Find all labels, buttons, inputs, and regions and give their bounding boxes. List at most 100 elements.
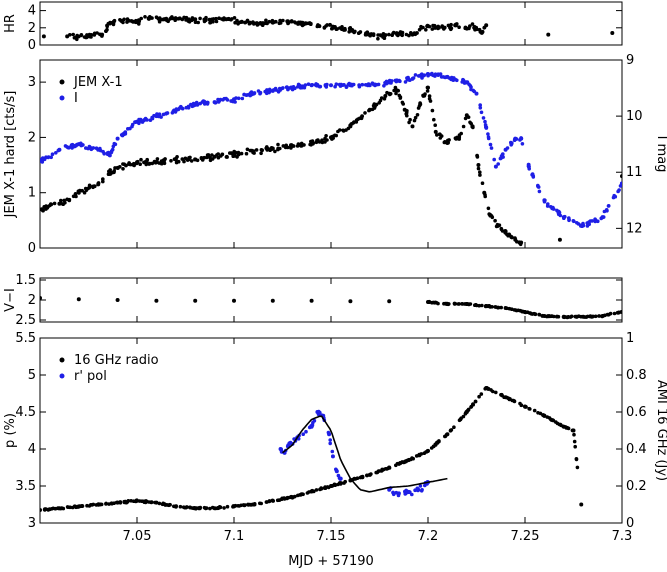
data-point [319,487,324,491]
data-point [82,35,87,39]
data-point [92,31,97,36]
data-point [468,84,473,88]
y-tick-label: 2 [28,130,36,145]
data-point [208,506,212,511]
data-point [115,298,120,302]
data-point [457,418,462,423]
data-point [426,73,430,78]
data-point [488,305,493,309]
data-point [533,312,538,316]
data-point [79,33,84,37]
data-point [606,204,611,208]
data-point [276,147,280,152]
data-point [275,498,280,503]
data-point [424,28,428,32]
data-point [505,306,509,311]
y2-tick-label: 1 [626,331,634,346]
data-point [245,18,250,23]
data-point [199,156,204,161]
data-point [536,183,540,188]
data-point [118,501,123,505]
data-point [41,34,46,39]
data-point [118,165,122,169]
data-point [342,83,346,87]
data-point [432,23,437,28]
data-point [566,426,570,430]
data-point [210,153,214,157]
data-point [269,146,274,150]
data-point [555,421,560,426]
data-point [383,467,388,471]
data-point [272,20,277,24]
data-point [430,27,435,31]
data-point [59,198,63,203]
data-point [410,124,415,129]
data-point [513,236,517,240]
data-point [213,100,217,105]
data-point [297,493,302,497]
data-point [279,497,284,502]
data-point [111,19,116,24]
data-point [296,85,300,89]
data-point [510,235,514,240]
data-point [391,492,396,497]
data-point [61,202,65,206]
data-point [99,502,104,507]
data-point [306,82,311,86]
data-point [324,85,329,89]
data-point [518,242,523,247]
data-point [523,405,527,409]
data-point [468,24,472,28]
data-point [356,117,360,121]
data-point [188,505,192,510]
plot-area-pol [40,385,584,513]
data-point [168,502,172,507]
data-point [96,181,101,185]
data-point [356,31,361,35]
y2-tick-label: 0.4 [626,442,647,457]
data-point [205,155,209,160]
data-point [593,219,597,224]
data-point [193,20,198,25]
data-point [72,36,77,40]
data-point [330,135,334,139]
data-point [562,216,566,220]
data-point [452,302,457,306]
data-point [56,148,61,153]
data-point [488,142,493,147]
data-point [153,500,157,505]
data-point [76,297,81,302]
data-point [483,123,488,127]
data-point [413,488,417,493]
data-point [234,96,238,100]
data-point [425,85,430,90]
data-point [465,80,470,84]
data-point [408,117,412,122]
x-tick-label: 7.05 [123,529,152,544]
data-point [572,432,576,437]
data-point [244,151,249,156]
x-tick-label: 7.15 [317,529,346,544]
y-axis-label: HR [3,14,18,33]
data-point [317,84,322,89]
y-tick-label: 0 [28,38,36,53]
data-point [98,146,102,151]
data-point [478,173,482,177]
data-point [510,307,514,312]
plot-area-jemx [40,71,622,247]
data-point [376,36,380,41]
data-point [69,143,74,147]
data-point [586,222,590,227]
data-point [314,488,319,492]
data-point [422,73,427,77]
data-point [101,179,105,184]
data-point [482,25,487,30]
data-point [603,313,607,318]
data-point [338,26,342,30]
data-point [178,504,183,509]
data-point [334,82,339,86]
data-point [430,300,434,305]
data-point [271,499,276,503]
data-point [394,91,398,96]
data-point [145,157,149,162]
